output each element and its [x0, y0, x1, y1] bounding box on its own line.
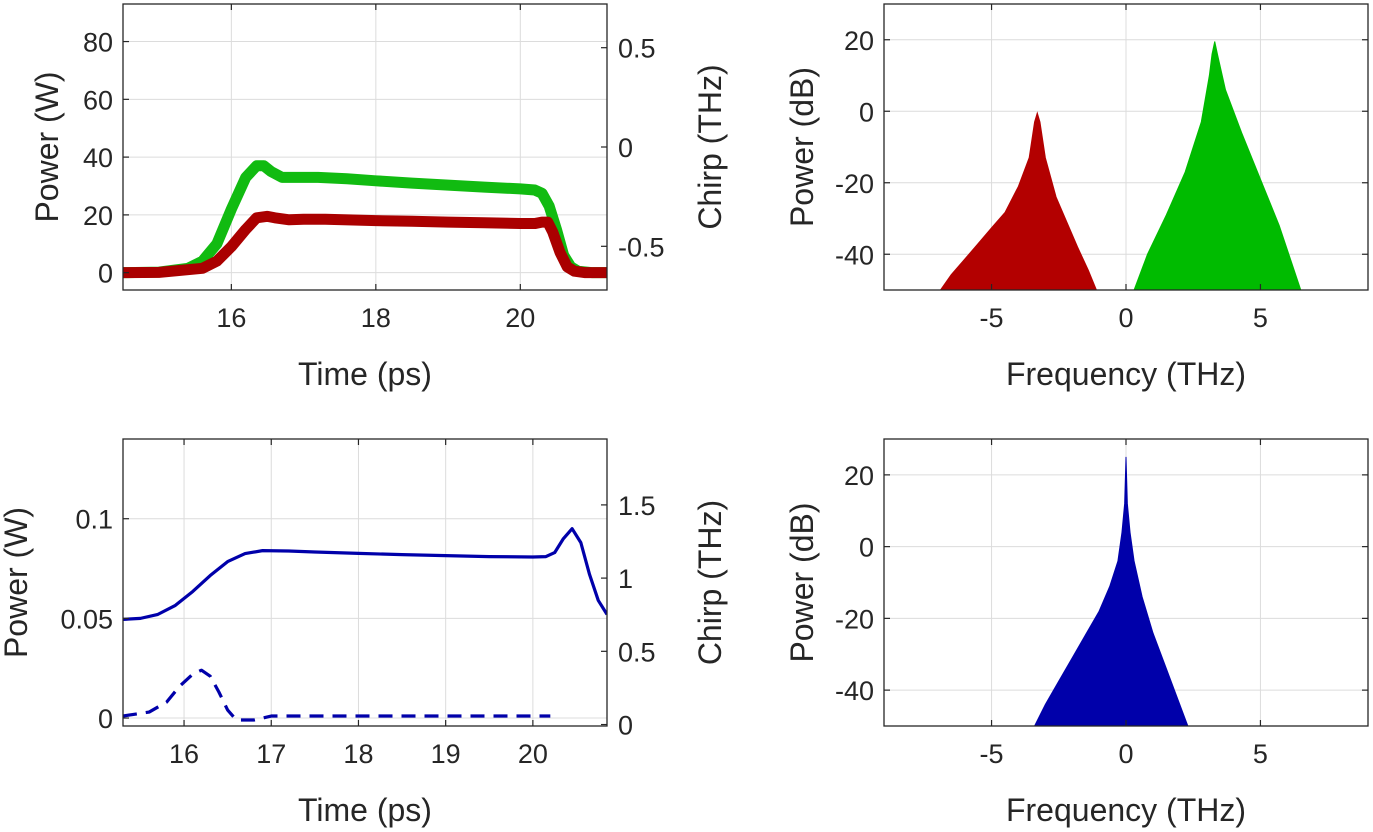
- x-axis-label: Time (ps): [298, 792, 432, 828]
- x-tick-label: -5: [980, 303, 1004, 333]
- x-tick-label: 17: [256, 739, 286, 769]
- y-tick-label: -20: [835, 604, 874, 634]
- power-line-1: [123, 210, 607, 279]
- x-axis-label: Time (ps): [298, 356, 432, 392]
- chart-panel-top-left: 16 18 20 0 20 40 60 80 -0.5 0 0.5 Time (ps) Power (W…: [29, 3, 728, 392]
- grid: [884, 4, 1368, 290]
- x-tick-label: 16: [169, 739, 199, 769]
- y-tick-label: -20: [835, 169, 874, 199]
- y-axis-label: Power (W): [29, 71, 65, 222]
- power-line-0: [123, 527, 607, 621]
- y2-tick-label: 0.5: [618, 34, 656, 64]
- x-tick-label: -5: [980, 739, 1004, 769]
- y2-tick-label: 0: [618, 711, 633, 741]
- y2-axis-label: Chirp (THz): [692, 500, 728, 665]
- x-tick-label: 0: [1118, 303, 1133, 333]
- spectrum-area-1: [1133, 41, 1302, 290]
- y-tick-label: 20: [844, 26, 874, 56]
- y-tick-label: 0.05: [60, 604, 113, 634]
- chart-panel-bottom-left: 16 17 18 19 20 0 0.05 0.1 0 0.5 1 1.5 Time (ps) Power…: [0, 438, 728, 828]
- x-tick-label: 5: [1253, 739, 1268, 769]
- x-tick-label: 5: [1253, 303, 1268, 333]
- y2-tick-label: 1: [618, 564, 633, 594]
- y-tick-label: 60: [83, 85, 113, 115]
- series-group: [1034, 456, 1189, 726]
- x-tick-label: 18: [343, 739, 373, 769]
- y-tick-label: -40: [835, 676, 874, 706]
- x-tick-label: 20: [505, 303, 535, 333]
- y-axis-label: Power (dB): [784, 502, 820, 662]
- y-tick-label: 80: [83, 28, 113, 58]
- x-tick-label: 16: [216, 303, 246, 333]
- axes-frame: [122, 438, 608, 727]
- y-tick-label: 40: [83, 143, 113, 173]
- y2-tick-label: 0: [618, 133, 633, 163]
- spectrum-area-0: [1034, 456, 1189, 726]
- y-tick-label: 0: [859, 533, 874, 563]
- x-tick-label: 20: [518, 739, 548, 769]
- grid: [123, 4, 607, 290]
- y2-tick-label: -0.5: [618, 232, 665, 262]
- x-tick-label: 19: [431, 739, 461, 769]
- y-axis-label: Power (W): [0, 507, 34, 658]
- y-tick-label: 0: [98, 259, 113, 289]
- chart-panel-bottom-right: -5 0 5 -40 -20 0 20 Frequency (THz) Power (dB): [784, 438, 1369, 828]
- y-tick-label: 0: [98, 704, 113, 734]
- series-group: [123, 527, 607, 722]
- y2-axis-label: Chirp (THz): [692, 64, 728, 229]
- y2-tick-label: 1.5: [618, 491, 656, 521]
- x-tick-label: 18: [361, 303, 391, 333]
- grid: [123, 439, 607, 726]
- y-tick-label: -40: [835, 240, 874, 270]
- chart-panel-top-right: -5 0 5 -40 -20 0 20 Frequency (THz) Power (dB): [784, 3, 1369, 392]
- x-axis-label: Frequency (THz): [1006, 356, 1246, 392]
- series-group: [123, 160, 607, 279]
- x-tick-label: 0: [1118, 739, 1133, 769]
- series-group: [939, 41, 1302, 290]
- y-tick-label: 20: [83, 201, 113, 231]
- dashed-line-1: [123, 668, 551, 722]
- y-tick-label: 0.1: [75, 505, 113, 535]
- y2-tick-label: 0.5: [618, 637, 656, 667]
- axes-frame: [122, 3, 608, 291]
- y-tick-label: 20: [844, 461, 874, 491]
- y-tick-label: 0: [859, 97, 874, 127]
- y-axis-label: Power (dB): [784, 67, 820, 227]
- x-axis-label: Frequency (THz): [1006, 792, 1246, 828]
- spectrum-area-0: [939, 111, 1097, 290]
